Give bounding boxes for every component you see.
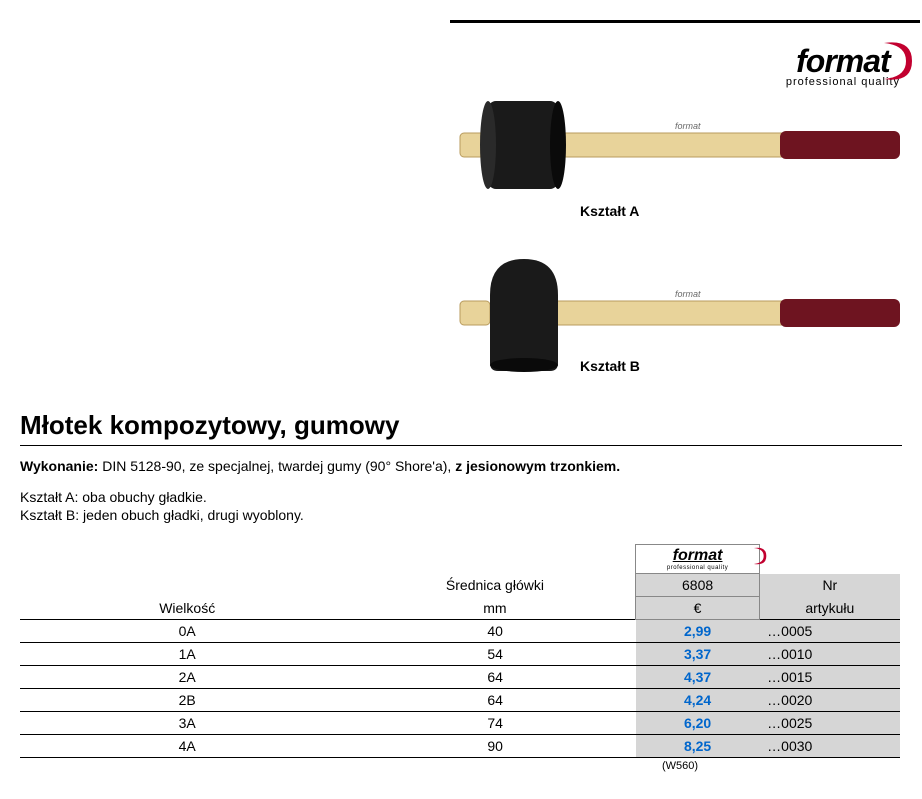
cell-size: 2A — [20, 666, 354, 689]
col-art-top: Nr — [759, 574, 900, 597]
product-title: Młotek kompozytowy, gumowy — [20, 410, 902, 441]
desc-tail: z jesionowym trzonkiem. — [455, 458, 620, 474]
cell-diam: 54 — [354, 643, 636, 666]
cell-diam: 74 — [354, 712, 636, 735]
cell-price: 6,20 — [636, 712, 759, 735]
cell-size: 1A — [20, 643, 354, 666]
mallet-shape-b-icon: format — [450, 253, 910, 373]
cell-size: 0A — [20, 620, 354, 643]
cell-price: 3,37 — [636, 643, 759, 666]
cell-price: 2,99 — [636, 620, 759, 643]
shape-a-label: Kształt A — [580, 203, 639, 219]
svg-text:format: format — [675, 289, 701, 299]
brand-logo: format professional quality — [786, 43, 900, 88]
table-brand-sub: professional quality — [636, 565, 758, 571]
product-description: Wykonanie: DIN 5128-90, ze specjalnej, t… — [20, 458, 902, 474]
col-diam-top: Średnica główki — [354, 574, 636, 597]
table-footnote: (W560) — [620, 760, 740, 772]
shape-note-a: Kształt A: oba obuchy gładkie. — [20, 489, 207, 505]
mallet-shape-a-icon: format — [450, 93, 910, 203]
table-brand-name: format — [673, 547, 723, 564]
spec-table-wrapper: format professional quality Średnica głó… — [20, 544, 900, 772]
col-size-top — [20, 574, 354, 597]
cell-size: 2B — [20, 689, 354, 712]
brand-swoosh-icon — [882, 37, 918, 85]
cell-price: 4,37 — [636, 666, 759, 689]
table-row: 4A 90 8,25 …0030 — [20, 735, 900, 758]
cell-price: 4,24 — [636, 689, 759, 712]
currency-label: € — [636, 597, 759, 620]
spec-table-body: 0A 40 2,99 …0005 1A 54 3,37 …0010 2A 64 … — [20, 620, 900, 758]
table-row: 3A 74 6,20 …0025 — [20, 712, 900, 735]
cell-diam: 90 — [354, 735, 636, 758]
shape-b-label: Kształt B — [580, 358, 640, 374]
table-row: 1A 54 3,37 …0010 — [20, 643, 900, 666]
cell-diam: 64 — [354, 689, 636, 712]
cell-size: 3A — [20, 712, 354, 735]
col-size-label: Wielkość — [20, 597, 354, 620]
cell-art: …0025 — [759, 712, 900, 735]
cell-art: …0020 — [759, 689, 900, 712]
col-art-bot: artykułu — [759, 597, 900, 620]
table-row: 0A 40 2,99 …0005 — [20, 620, 900, 643]
cell-diam: 64 — [354, 666, 636, 689]
shape-note-b: Kształt B: jeden obuch gładki, drugi wyo… — [20, 507, 304, 523]
cell-art: …0015 — [759, 666, 900, 689]
brand-wordmark: format — [796, 43, 890, 80]
shape-notes: Kształt A: oba obuchy gładkie. Kształt B… — [20, 488, 902, 524]
desc-body: DIN 5128-90, ze specjalnej, twardej gumy… — [98, 458, 455, 474]
table-brand-logo: format professional quality — [636, 547, 758, 571]
svg-text:format: format — [675, 121, 701, 131]
spec-table: format professional quality Średnica głó… — [20, 544, 900, 758]
table-brand-swoosh-icon — [753, 545, 769, 567]
cell-size: 4A — [20, 735, 354, 758]
cell-art: …0005 — [759, 620, 900, 643]
table-row: 2A 64 4,37 …0015 — [20, 666, 900, 689]
table-row: 2B 64 4,24 …0020 — [20, 689, 900, 712]
product-code: 6808 — [636, 574, 759, 597]
col-diam-unit: mm — [354, 597, 636, 620]
cell-art: …0010 — [759, 643, 900, 666]
desc-lead: Wykonanie: — [20, 458, 98, 474]
cell-price: 8,25 — [636, 735, 759, 758]
title-divider — [20, 445, 902, 446]
product-image-panel: format professional quality format Kszta… — [450, 20, 920, 400]
cell-diam: 40 — [354, 620, 636, 643]
cell-art: …0030 — [759, 735, 900, 758]
